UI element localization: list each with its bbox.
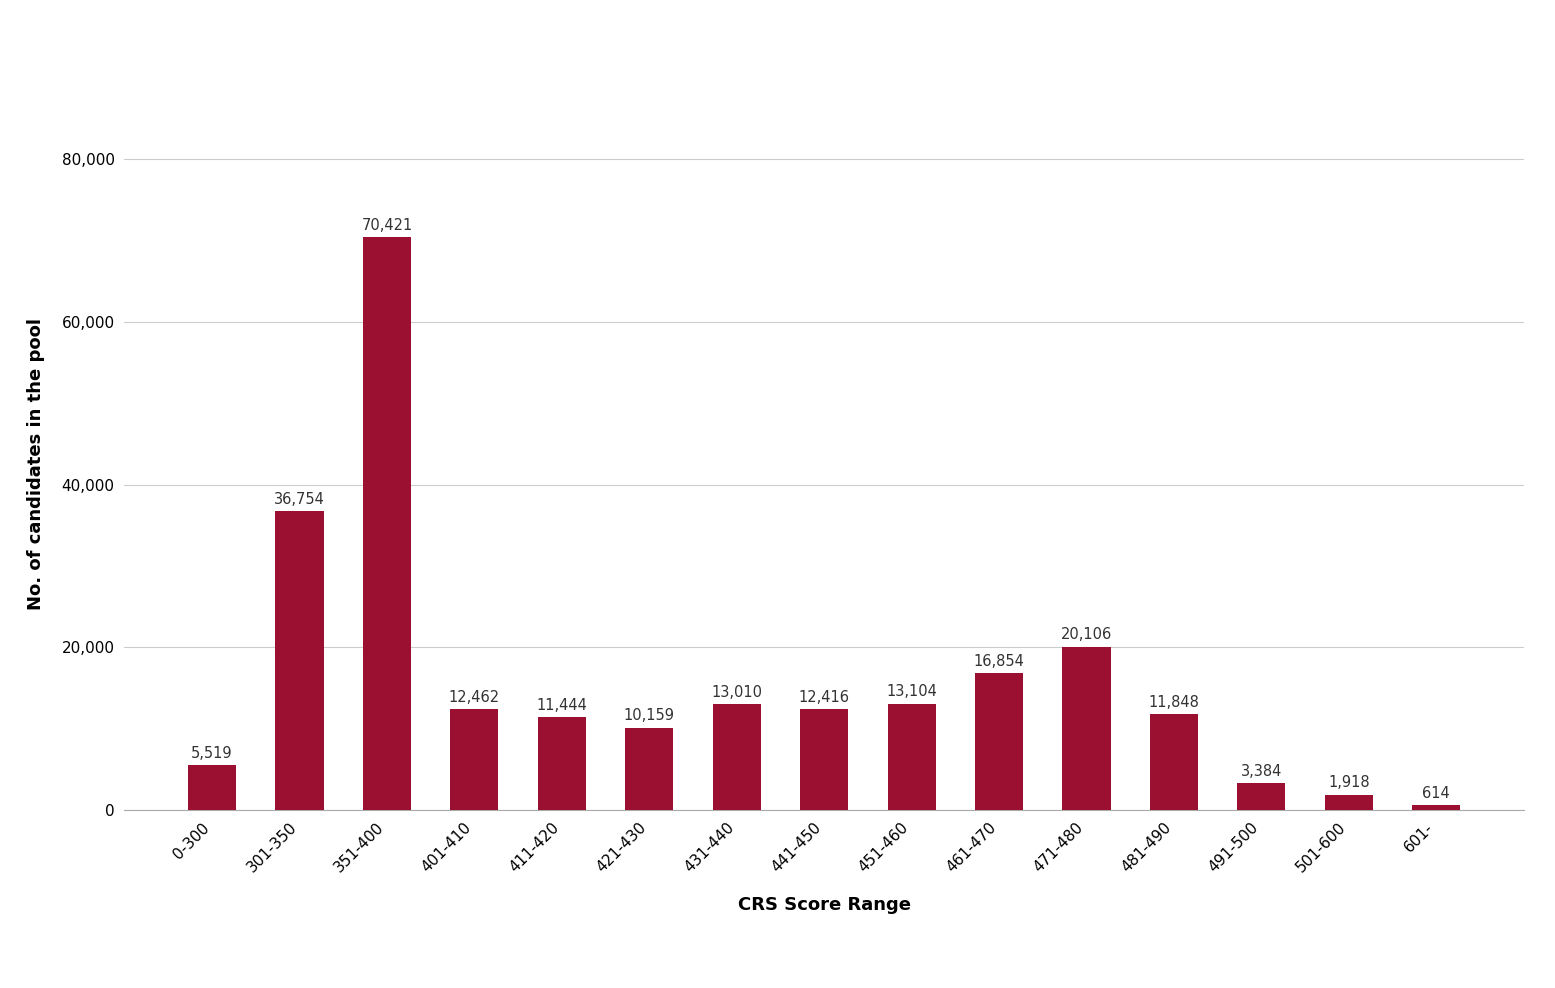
X-axis label: CRS Score Range: CRS Score Range xyxy=(737,896,911,914)
Bar xyxy=(1412,805,1460,810)
Bar xyxy=(1325,794,1373,810)
Text: 20,106: 20,106 xyxy=(1061,627,1112,642)
Bar xyxy=(275,511,323,810)
Y-axis label: No. of candidates in the pool: No. of candidates in the pool xyxy=(26,318,45,611)
Bar xyxy=(188,766,236,810)
Text: 13,104: 13,104 xyxy=(886,685,938,700)
Bar xyxy=(975,673,1023,810)
Text: 11,444: 11,444 xyxy=(536,698,588,713)
Bar xyxy=(625,727,673,810)
Bar xyxy=(538,717,586,810)
Text: 13,010: 13,010 xyxy=(711,686,762,700)
Text: 11,848: 11,848 xyxy=(1149,695,1199,709)
Bar xyxy=(801,709,847,810)
Text: 36,754: 36,754 xyxy=(274,492,325,507)
Bar xyxy=(1238,782,1286,810)
Bar xyxy=(888,703,936,810)
Text: 3,384: 3,384 xyxy=(1241,764,1281,779)
Text: 70,421: 70,421 xyxy=(361,218,412,233)
Text: 5,519: 5,519 xyxy=(191,746,233,761)
Bar xyxy=(1062,646,1110,810)
Text: 10,159: 10,159 xyxy=(624,708,675,723)
Bar xyxy=(451,708,499,810)
Text: 16,854: 16,854 xyxy=(973,654,1025,669)
Bar xyxy=(362,237,411,810)
Text: 1,918: 1,918 xyxy=(1328,776,1370,790)
Bar xyxy=(712,704,760,810)
Text: 12,416: 12,416 xyxy=(799,690,849,705)
Bar xyxy=(1149,713,1197,810)
Text: 12,462: 12,462 xyxy=(449,690,501,704)
Text: 614: 614 xyxy=(1423,786,1451,801)
